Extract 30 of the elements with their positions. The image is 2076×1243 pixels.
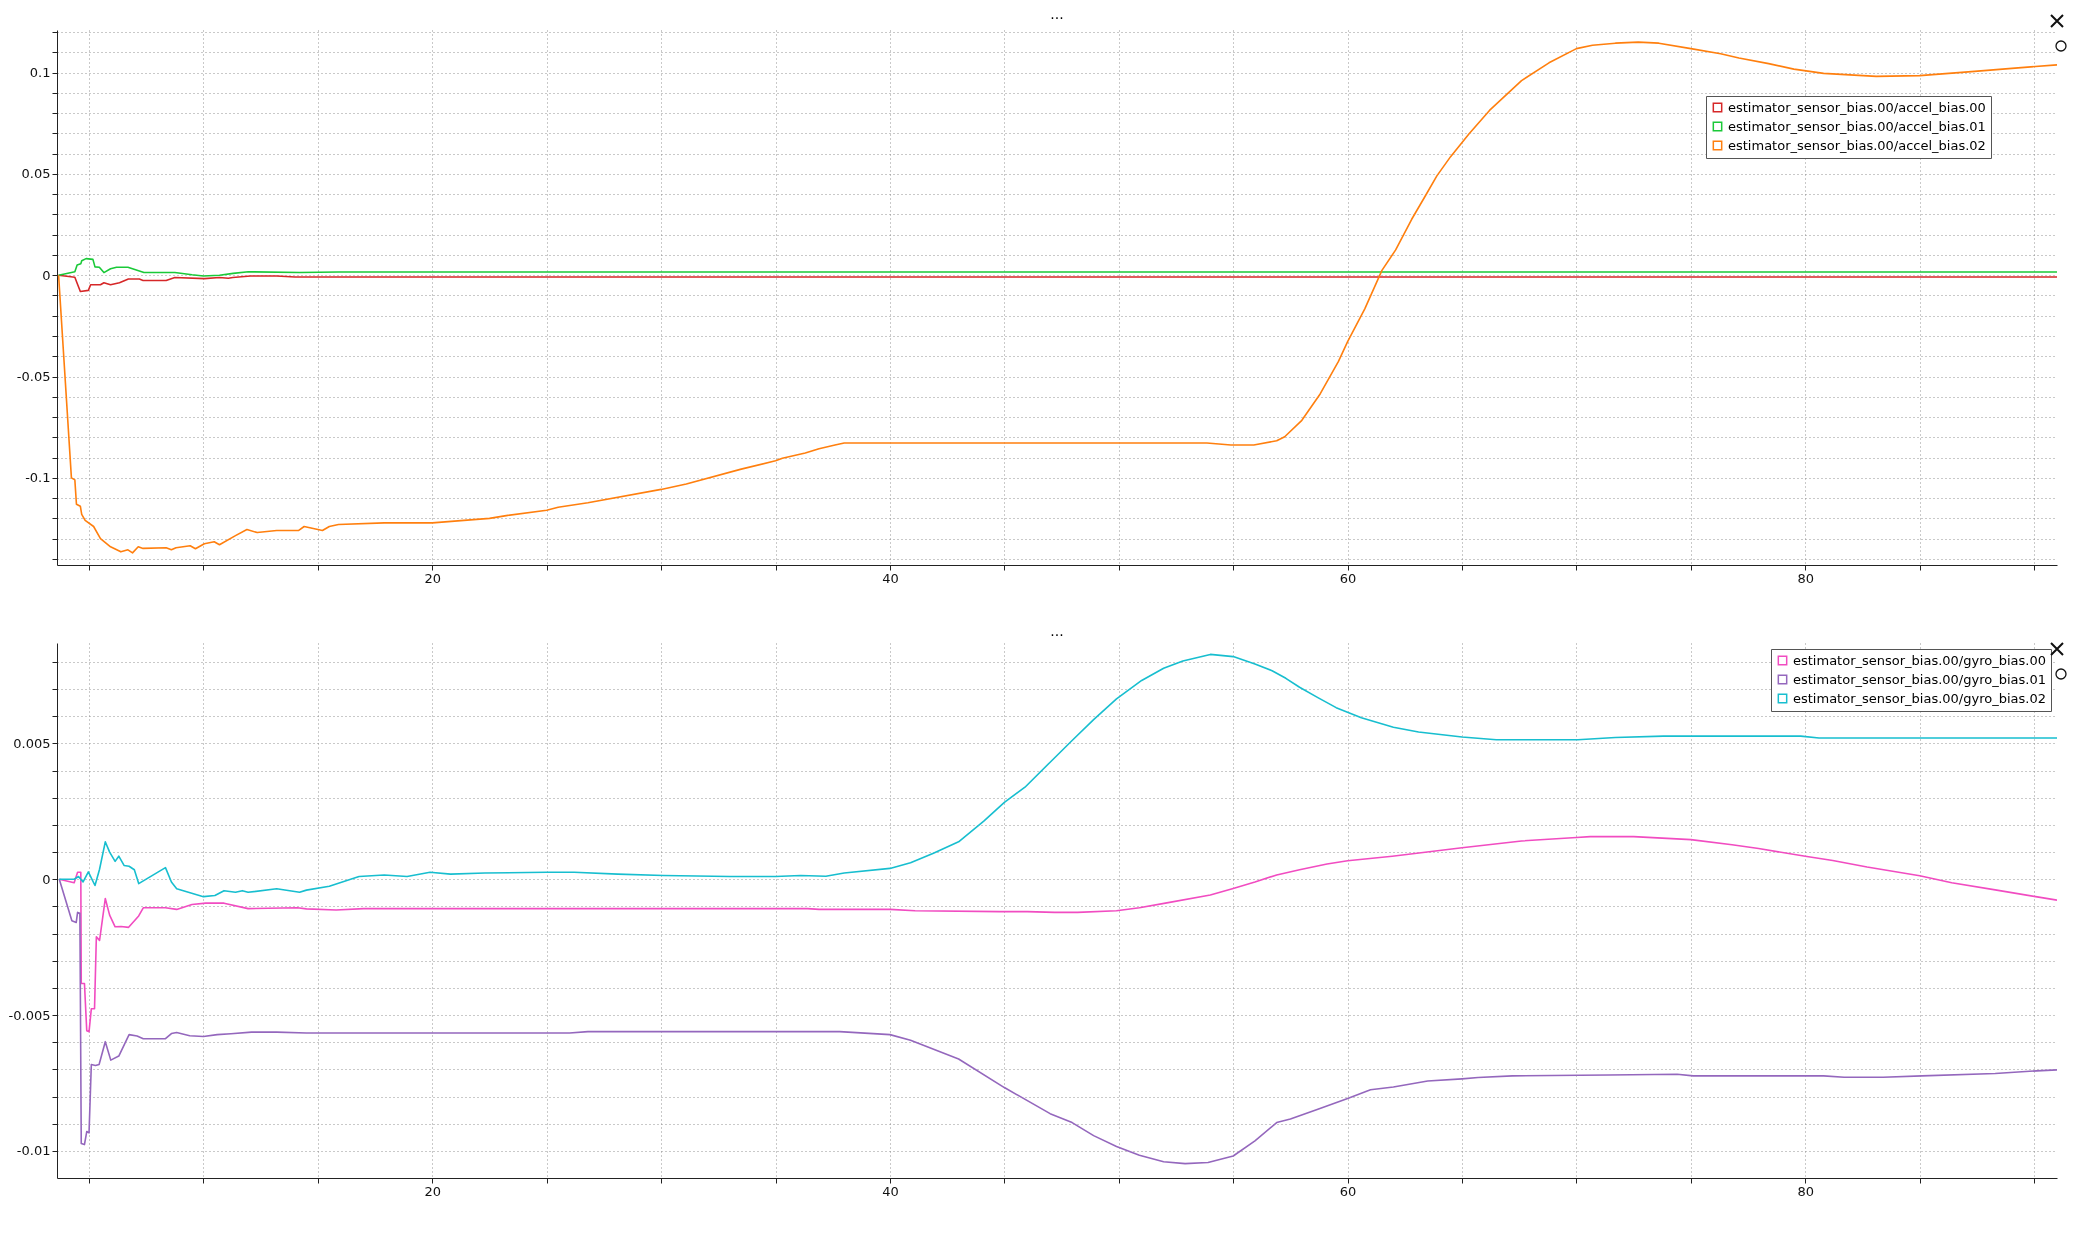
chart-title: ... (1050, 623, 1064, 639)
y-tick-label: 0 (42, 267, 51, 283)
line-series (58, 878, 2057, 1165)
legend-label: estimator_sensor_bias.00/gyro_bias.02 (1793, 690, 2046, 706)
y-tick-label: 0.05 (21, 166, 51, 182)
x-tick-label: 40 (882, 1183, 899, 1199)
x-tick-label: 80 (1797, 570, 1815, 586)
line-series (58, 835, 2057, 1033)
legend-label: estimator_sensor_bias.00/accel_bias.00 (1728, 99, 1986, 115)
y-tick-label: 0.1 (29, 65, 51, 81)
y-tick-label: 0 (42, 871, 51, 887)
line-series (57, 257, 2057, 277)
legend-label: estimator_sensor_bias.00/gyro_bias.00 (1793, 652, 2046, 668)
y-tick-label: -0.05 (16, 369, 51, 385)
x-tick-label: 40 (882, 570, 899, 586)
legend-label: estimator_sensor_bias.00/gyro_bias.01 (1793, 671, 2046, 687)
x-tick-label: 60 (1339, 1183, 1357, 1199)
legend-label: estimator_sensor_bias.00/accel_bias.01 (1728, 118, 1986, 134)
x-tick-label: 20 (424, 1183, 442, 1199)
x-tick-label: 60 (1339, 570, 1357, 586)
x-tick-label: 20 (424, 570, 442, 586)
chart-title: ... (1050, 6, 1064, 23)
y-tick-label: 0.005 (13, 735, 51, 751)
y-tick-label: -0.1 (25, 470, 51, 486)
line-series (57, 41, 2057, 554)
legend-label: estimator_sensor_bias.00/accel_bias.02 (1728, 137, 1986, 153)
y-tick-label: -0.01 (16, 1143, 51, 1159)
line-series (58, 653, 2057, 898)
y-tick-label: -0.005 (8, 1007, 51, 1023)
x-tick-label: 80 (1797, 1183, 1815, 1199)
